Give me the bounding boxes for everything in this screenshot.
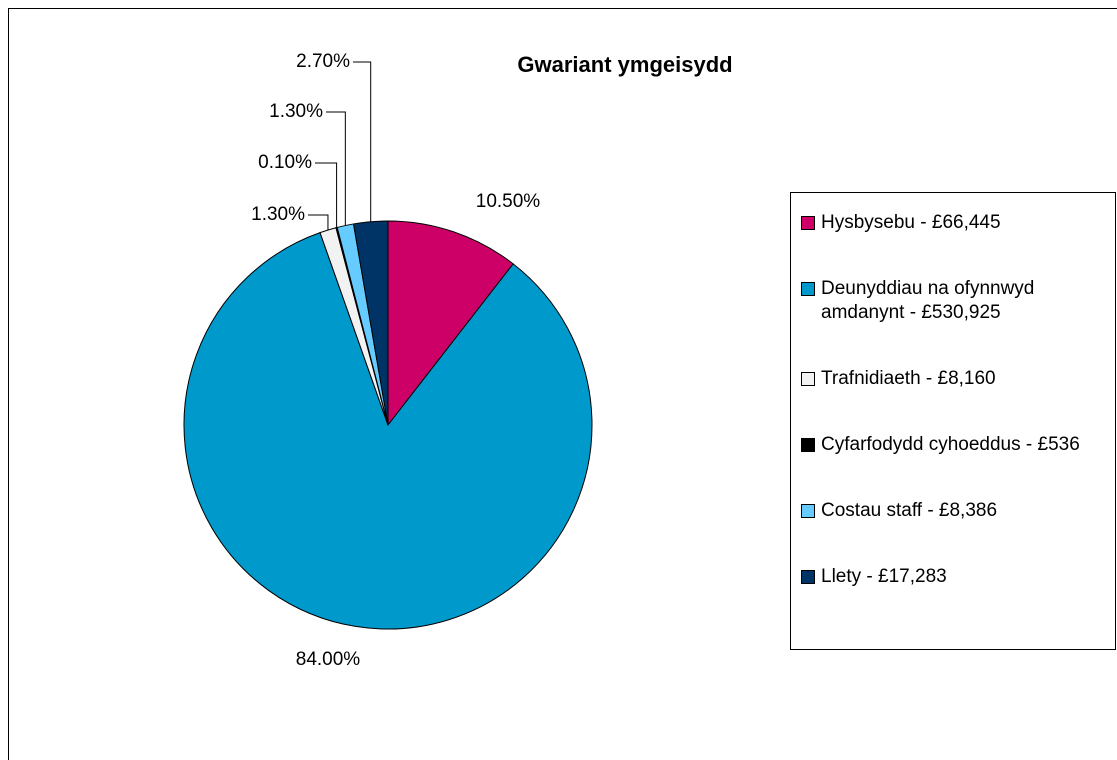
legend-item: Llety - £17,283 (801, 565, 1115, 589)
legend-swatch (801, 570, 815, 584)
pie-slice (183, 232, 593, 630)
leader-line (308, 214, 329, 231)
legend-label: Llety - £17,283 (821, 566, 947, 587)
chart-title: Gwariant ymgeisydd (517, 52, 732, 77)
data-label: 1.30% (251, 204, 305, 225)
legend-label: Hysbysebu - £66,445 (821, 212, 1001, 233)
legend-swatch (801, 372, 815, 386)
pie-slice (387, 220, 514, 427)
legend: Hysbysebu - £66,445 Deunyddiau na ofynnwy… (790, 192, 1116, 650)
legend-item: Hysbysebu - £66,445 (801, 211, 1115, 235)
legend-swatch (801, 504, 815, 518)
leader-line (315, 162, 338, 228)
leader-line (353, 61, 372, 222)
legend-item: Costau staff - £8,386 (801, 499, 1115, 523)
data-label: 2.70% (296, 51, 350, 72)
legend-item: Cyfarfodydd cyhoeddus - £536 (801, 433, 1115, 457)
legend-item: Trafnidiaeth - £8,160 (801, 367, 1115, 391)
legend-label: Cyfarfodydd cyhoeddus - £536 (821, 434, 1080, 455)
legend-label: Costau staff - £8,386 (821, 500, 998, 521)
data-label: 84.00% (296, 649, 361, 670)
leader-line (326, 111, 346, 226)
legend-label: Deunyddiau na ofynnwyd amdanynt - £530,9… (821, 278, 1035, 323)
data-label: 10.50% (476, 191, 541, 212)
legend-swatch (801, 216, 815, 230)
data-label: 1.30% (269, 101, 323, 122)
legend-swatch (801, 438, 815, 452)
legend-swatch (801, 282, 815, 296)
data-label: 0.10% (258, 152, 312, 173)
legend-item: Deunyddiau na ofynnwyd amdanynt - £530,9… (801, 277, 1115, 325)
legend-label: Trafnidiaeth - £8,160 (821, 368, 996, 389)
